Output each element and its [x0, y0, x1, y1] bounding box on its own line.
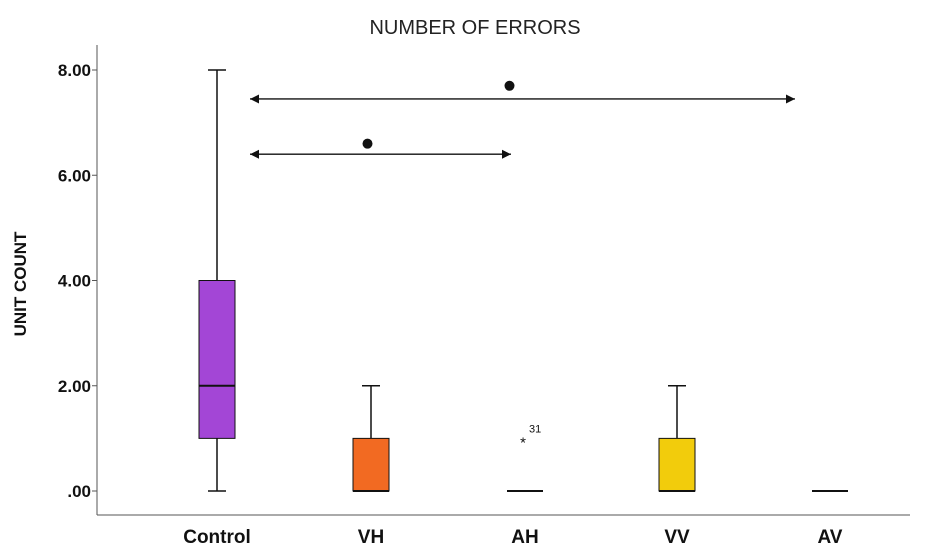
- y-axis-label: UNIT COUNT: [11, 231, 30, 336]
- y-ticks: .00 2.00 4.00 6.00 8.00: [58, 61, 97, 501]
- box-control: [198, 69, 236, 492]
- significance-dot: [504, 80, 515, 91]
- left-arrowhead: [250, 94, 259, 104]
- y-tick-label: 6.00: [58, 166, 91, 185]
- x-tick-label: Control: [183, 527, 251, 544]
- x-tick-label: AV: [818, 527, 843, 544]
- box-vh: [352, 385, 390, 492]
- x-tick-label: AH: [511, 527, 538, 544]
- box-iqr: [658, 437, 696, 492]
- y-tick-label: 4.00: [58, 272, 91, 291]
- y-tick-label: .00: [67, 482, 91, 501]
- x-tick-label: VV: [664, 527, 690, 544]
- y-tick-label: 8.00: [58, 61, 91, 80]
- y-tick-label: 2.00: [58, 377, 91, 396]
- box-vv: [658, 385, 696, 492]
- x-ticks: Control VH AH VV AV: [183, 527, 843, 544]
- right-arrowhead: [502, 149, 511, 159]
- comparison-control-ah: [250, 138, 511, 159]
- chart-title: NUMBER OF ERRORS: [369, 17, 580, 39]
- box-iqr: [198, 280, 236, 439]
- box-iqr: [352, 437, 390, 492]
- x-tick-label: VH: [358, 527, 384, 544]
- right-arrowhead: [786, 94, 795, 104]
- comparison-control-av: [250, 80, 795, 104]
- significance-dot: [362, 138, 373, 149]
- boxes: [198, 69, 848, 492]
- left-arrowhead: [250, 149, 259, 159]
- comparisons: [250, 80, 795, 159]
- outlier-label: 31: [529, 423, 541, 435]
- outlier-marker: *: [520, 434, 526, 451]
- outliers: *31: [520, 423, 541, 451]
